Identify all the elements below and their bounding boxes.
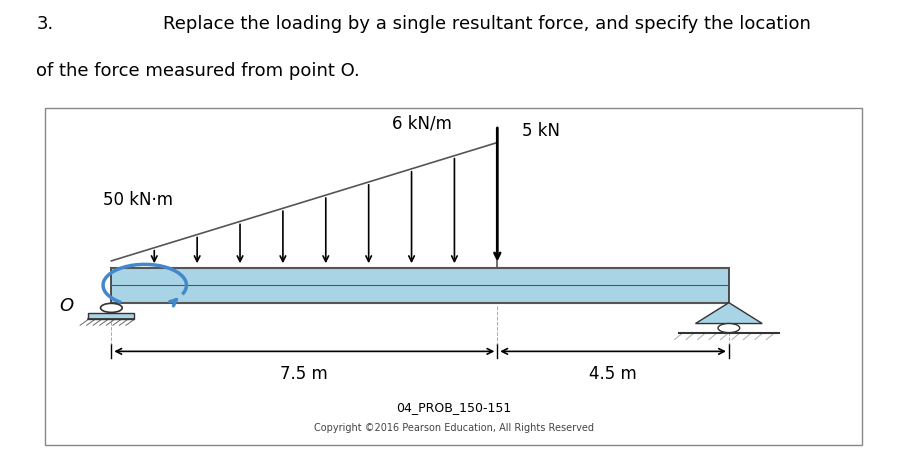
Circle shape [718, 323, 740, 333]
Text: 7.5 m: 7.5 m [280, 365, 328, 383]
Text: O: O [60, 297, 73, 315]
Text: 4.5 m: 4.5 m [590, 365, 637, 383]
Text: Copyright ©2016 Pearson Education, All Rights Reserved: Copyright ©2016 Pearson Education, All R… [314, 423, 593, 433]
Text: 3.: 3. [36, 15, 54, 33]
Polygon shape [696, 303, 762, 323]
Polygon shape [112, 268, 729, 303]
Text: Replace the loading by a single resultant force, and specify the location: Replace the loading by a single resultan… [163, 15, 811, 33]
Text: 5 kN: 5 kN [522, 122, 561, 140]
Text: 6 kN/m: 6 kN/m [392, 114, 453, 133]
Text: of the force measured from point O.: of the force measured from point O. [36, 62, 360, 81]
Polygon shape [89, 313, 134, 319]
Circle shape [101, 303, 122, 312]
Text: 04_PROB_150-151: 04_PROB_150-151 [395, 401, 512, 414]
Text: 50 kN·m: 50 kN·m [103, 191, 173, 209]
